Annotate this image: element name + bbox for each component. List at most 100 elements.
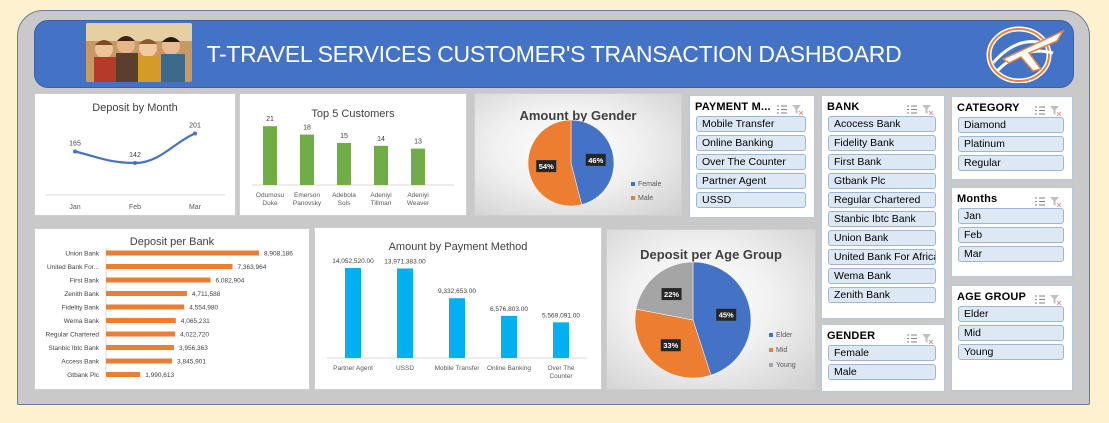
- legend-label: Male: [638, 195, 653, 202]
- slicer-item[interactable]: Feb: [958, 227, 1064, 243]
- bar: [106, 250, 259, 256]
- slicer-item[interactable]: Young: [958, 344, 1064, 360]
- slicer-item[interactable]: Fidelity Bank: [828, 135, 936, 151]
- data-label: 14,052,520.00: [332, 258, 374, 265]
- age-group-slicer: AGE GROUP Elder Mid Young: [951, 285, 1073, 391]
- bank-slicer: BANK Acocess Bank Fidelity Bank First Bank G…: [821, 95, 945, 319]
- x-tick-label: Mar: [189, 204, 202, 211]
- x-tick-label: Sols: [338, 200, 351, 207]
- data-label: 8,908,186: [264, 251, 293, 258]
- deposit-per-bank-chart: Union Bank 8,908,186 United Bank For... 7,3…: [46, 248, 293, 382]
- slicer-item[interactable]: USSD: [696, 192, 806, 208]
- slicer-item[interactable]: Jan: [958, 208, 1064, 224]
- data-point: [73, 149, 77, 154]
- legend-label: Female: [638, 181, 661, 188]
- data-label: 6,576,803.00: [490, 306, 528, 313]
- bar: [397, 268, 413, 358]
- slicer-item[interactable]: Partner Agent: [696, 173, 806, 189]
- slicer-item[interactable]: Mid: [958, 325, 1064, 341]
- slicer-item[interactable]: Acocess Bank: [828, 116, 936, 132]
- x-tick-label: Emerson: [294, 192, 320, 199]
- x-tick-label: Over The: [548, 365, 575, 372]
- chart-title: Amount by Gender: [519, 108, 637, 123]
- x-tick-label: Jan: [69, 204, 80, 211]
- multi-select-icon[interactable]: [776, 102, 804, 116]
- slicer-item[interactable]: Platinum: [958, 136, 1064, 152]
- bar: [106, 291, 187, 296]
- deposit-by-month-chart: 165 Jan 142 Feb 201 Mar: [45, 123, 225, 211]
- legend-swatch: [631, 196, 635, 200]
- data-point: [193, 131, 197, 136]
- slicer-item[interactable]: Stanbic Ibtc Bank: [828, 211, 936, 227]
- legend-label: Young: [776, 362, 796, 369]
- data-label: 201: [189, 123, 201, 130]
- multi-select-icon[interactable]: [1034, 292, 1062, 306]
- amount-by-payment-card: Amount by Payment Method 14,052,520.00 Pa…: [314, 227, 602, 390]
- data-label: 142: [129, 152, 141, 159]
- y-tick-label: Fidelity Bank: [62, 305, 100, 312]
- y-tick-label: United Bank For...: [47, 264, 99, 271]
- deposit-per-age-chart: 45% 33% 22% Elder Mid Young: [634, 261, 796, 379]
- slicer-item[interactable]: Male: [828, 364, 936, 380]
- x-tick-label: USSD: [396, 365, 414, 372]
- payment-slicer: PAYMENT M... Mobile Transfer Online Bankin…: [689, 95, 815, 218]
- months-slicer: Months Jan Feb Mar: [951, 187, 1073, 277]
- legend-swatch: [631, 182, 635, 186]
- slicer-title: BANK: [827, 101, 860, 113]
- bar: [300, 134, 314, 185]
- slicer-item[interactable]: Over The Counter: [696, 154, 806, 170]
- chart-title: Deposit by Month: [92, 102, 178, 114]
- slicer-title: AGE GROUP: [957, 291, 1027, 303]
- data-label: 7,363,964: [237, 264, 266, 271]
- slicer-item[interactable]: United Bank For Africa: [828, 249, 936, 265]
- bar: [374, 145, 388, 185]
- deposit-per-age-card: Deposit per Age Group 45% 33% 22% Elder Mid Y…: [606, 229, 816, 390]
- slicer-item[interactable]: Gtbank Plc: [828, 173, 936, 189]
- data-label: 6,082,904: [215, 278, 244, 285]
- x-tick-label: Feb: [129, 204, 141, 211]
- chart-title: Deposit per Bank: [129, 236, 215, 248]
- x-tick-label: Adebola: [332, 192, 356, 199]
- slicer-item[interactable]: Mobile Transfer: [696, 116, 806, 132]
- slicer-item[interactable]: First Bank: [828, 154, 936, 170]
- slicer-item[interactable]: Wema Bank: [828, 268, 936, 284]
- slicer-item[interactable]: Mar: [958, 246, 1064, 262]
- multi-select-icon[interactable]: [906, 331, 934, 345]
- multi-select-icon[interactable]: [906, 102, 934, 116]
- travelers-photo: [86, 23, 192, 82]
- amount-by-payment-chart: 14,052,520.00 Partner Agent 13,971,383.00 U…: [327, 258, 587, 380]
- y-tick-label: Union Bank: [65, 251, 99, 258]
- multi-select-icon[interactable]: [1034, 194, 1062, 208]
- slicer-item[interactable]: Diamond: [958, 117, 1064, 133]
- slicer-item[interactable]: Union Bank: [828, 230, 936, 246]
- slicer-item[interactable]: Female: [828, 345, 936, 361]
- slicer-item[interactable]: Zenith Bank: [828, 287, 936, 303]
- amount-by-gender-chart: 46% 54% Female Male: [527, 119, 661, 207]
- bar: [106, 331, 176, 337]
- slicer-item[interactable]: Regular Chartered: [828, 192, 936, 208]
- data-label: 4,554,980: [189, 305, 218, 312]
- gender-slicer: GENDER Female Male: [821, 324, 945, 392]
- header-banner: T-TRAVEL SERVICES CUSTOMER'S TRANSACTION…: [34, 20, 1074, 88]
- y-tick-label: Access Bank: [61, 359, 99, 366]
- multi-select-icon[interactable]: [1034, 103, 1062, 117]
- data-label-box: [660, 339, 681, 352]
- legend-swatch: [769, 363, 773, 367]
- data-label: 33%: [663, 341, 678, 350]
- chart-title: Amount by Payment Method: [388, 241, 528, 253]
- data-label: 22%: [664, 290, 679, 299]
- data-label: 54%: [539, 162, 554, 171]
- slicer-item[interactable]: Regular: [958, 155, 1064, 171]
- bar: [501, 315, 517, 358]
- legend-label: Elder: [776, 332, 793, 339]
- slicer-item[interactable]: Online Banking: [696, 135, 806, 151]
- dashboard-title: T-TRAVEL SERVICES CUSTOMER'S TRANSACTION…: [206, 41, 902, 67]
- slicer-title: Months: [957, 193, 998, 205]
- slicer-item[interactable]: Elder: [958, 306, 1064, 322]
- x-tick-label: Counter: [549, 373, 573, 380]
- x-tick-label: Partner Agent: [333, 365, 373, 372]
- bar: [345, 268, 361, 358]
- legend-swatch: [769, 333, 773, 337]
- y-tick-label: First Bank: [70, 278, 100, 285]
- data-label: 3,845,901: [177, 359, 206, 366]
